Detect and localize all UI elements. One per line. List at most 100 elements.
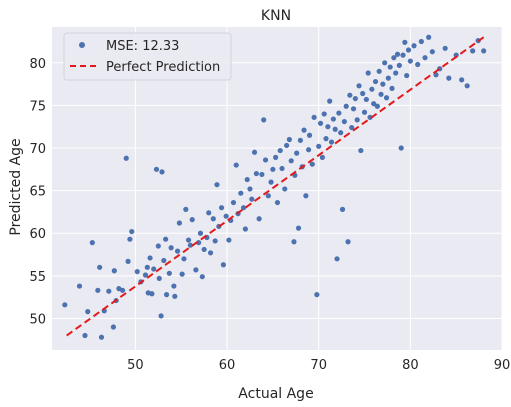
- data-point: [311, 114, 317, 120]
- data-point: [242, 226, 248, 232]
- data-point: [286, 136, 292, 143]
- data-point: [361, 109, 368, 115]
- data-point: [181, 256, 187, 262]
- data-point: [415, 61, 421, 68]
- data-point: [349, 124, 355, 131]
- data-point: [82, 332, 88, 339]
- data-point: [176, 220, 182, 226]
- data-point: [470, 48, 476, 54]
- data-point: [316, 143, 322, 149]
- data-point: [134, 268, 140, 275]
- perfect-prediction-line: [66, 36, 485, 337]
- data-point: [429, 49, 435, 55]
- data-point: [218, 205, 225, 211]
- y-axis-label: Predicted Age: [8, 138, 24, 235]
- legend-box: [63, 32, 232, 81]
- data-point: [127, 236, 133, 242]
- data-point: [97, 264, 103, 270]
- data-point: [279, 165, 285, 172]
- data-point: [338, 130, 344, 136]
- data-point: [251, 149, 258, 155]
- x-tick-label: 90: [494, 358, 511, 373]
- data-point: [111, 268, 117, 274]
- data-point: [391, 55, 397, 61]
- data-point: [149, 291, 155, 297]
- data-point: [201, 246, 207, 253]
- data-point: [328, 139, 335, 145]
- data-point: [123, 155, 129, 161]
- data-point: [332, 126, 338, 132]
- data-point: [341, 118, 347, 125]
- x-tick-label: 50: [127, 358, 144, 373]
- x-tick-label: 80: [402, 358, 419, 373]
- data-point: [158, 313, 164, 319]
- data-point: [345, 239, 351, 245]
- data-point: [110, 324, 117, 330]
- data-point: [442, 45, 448, 51]
- data-point: [189, 217, 195, 223]
- data-point: [402, 39, 408, 45]
- data-point: [398, 145, 404, 151]
- data-point: [187, 242, 193, 248]
- data-point: [327, 98, 333, 104]
- data-point: [418, 38, 424, 45]
- data-point: [220, 262, 226, 268]
- data-point: [317, 120, 324, 126]
- data-point: [161, 257, 167, 264]
- y-tick-label: 50: [29, 312, 46, 327]
- data-point: [288, 158, 294, 164]
- data-point: [253, 170, 259, 177]
- data-point: [453, 52, 459, 58]
- data-point: [179, 271, 185, 277]
- data-point: [129, 228, 135, 235]
- data-point: [106, 288, 112, 294]
- data-point: [142, 272, 149, 278]
- data-point: [336, 110, 342, 116]
- y-tick-label: 70: [29, 142, 46, 157]
- y-tick-label: 75: [29, 99, 46, 114]
- ticks-group: 50 60 70 80 90 50 55 60 65 70 75 80: [29, 57, 510, 373]
- data-point: [422, 55, 428, 61]
- data-point: [185, 237, 192, 243]
- x-axis-label: Actual Age: [238, 386, 313, 402]
- data-point: [261, 117, 267, 123]
- line-group: [66, 36, 485, 337]
- data-point: [212, 238, 218, 244]
- plot-area-group: [52, 27, 503, 350]
- data-point: [153, 166, 160, 172]
- data-point: [321, 111, 327, 117]
- data-point: [76, 283, 83, 289]
- data-point: [171, 283, 177, 289]
- data-point: [207, 250, 214, 256]
- data-point: [155, 243, 161, 249]
- data-point: [363, 96, 369, 103]
- data-point: [343, 103, 349, 109]
- data-point: [147, 255, 153, 261]
- plot-background: [52, 27, 502, 350]
- data-point: [325, 124, 331, 130]
- data-point: [387, 64, 393, 70]
- data-point: [383, 95, 390, 101]
- data-point: [85, 309, 91, 315]
- data-point: [301, 127, 307, 133]
- data-point: [284, 142, 290, 149]
- data-point: [156, 275, 162, 282]
- data-point: [295, 225, 302, 231]
- data-point: [396, 62, 402, 68]
- data-point: [174, 248, 181, 254]
- legend: MSE: 12.33 Perfect Prediction: [63, 32, 232, 81]
- data-point: [230, 199, 237, 206]
- data-point: [291, 239, 297, 245]
- data-point: [125, 258, 131, 264]
- data-point: [400, 52, 406, 58]
- data-point: [268, 179, 274, 185]
- data-point: [323, 136, 329, 142]
- data-point: [314, 292, 320, 298]
- data-point: [62, 302, 68, 308]
- data-point: [319, 154, 325, 160]
- y-tick-label: 80: [29, 57, 46, 72]
- data-point: [347, 92, 353, 98]
- data-point: [407, 58, 413, 64]
- data-point: [360, 90, 366, 97]
- data-point: [380, 81, 386, 87]
